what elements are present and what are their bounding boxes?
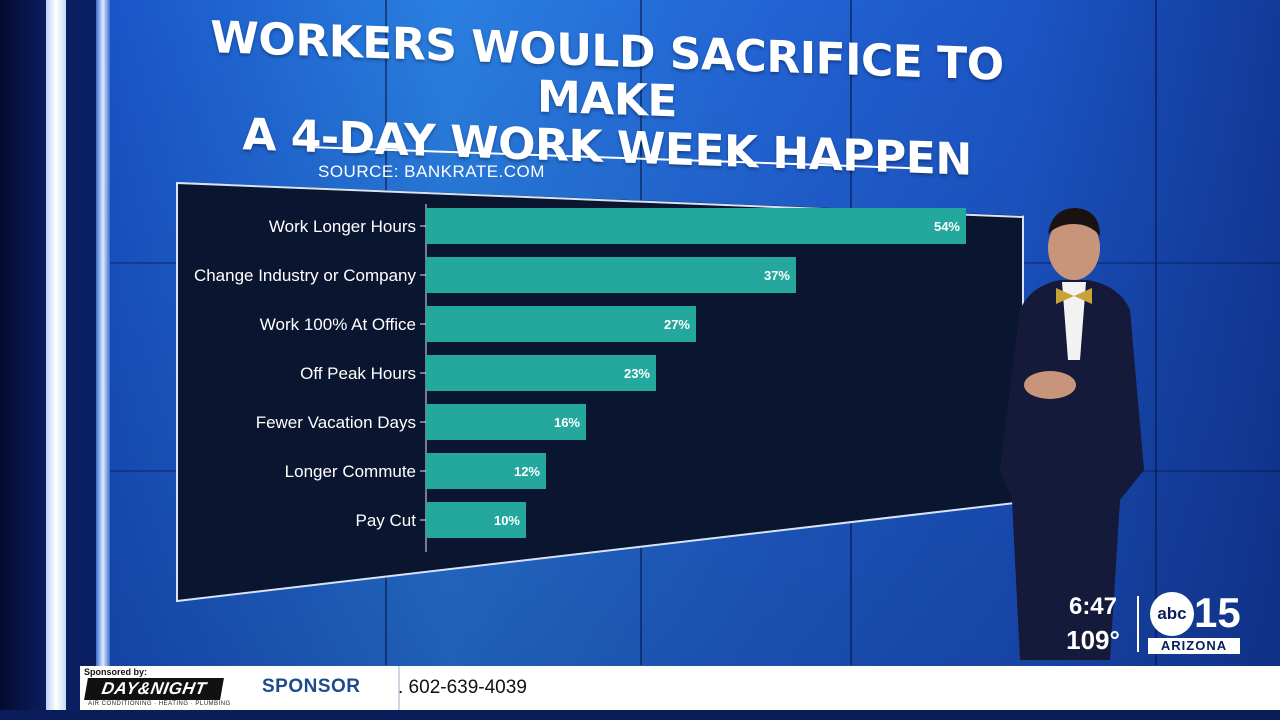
graphic-title: WORKERS WOULD SACRIFICE TO MAKE A 4-DAY … <box>182 12 1032 187</box>
value-label: 16% <box>554 415 580 430</box>
bar-chart: Work Longer Hours 54% Change Industry or C… <box>176 182 1024 602</box>
bar-1 <box>426 257 796 293</box>
sponsor-ticker: Sponsored by: DAY&NIGHT AIR CONDITIONING… <box>80 666 1280 710</box>
category-label: Work Longer Hours <box>269 217 416 236</box>
station-name: ARIZONA <box>1148 638 1240 654</box>
bar-4 <box>426 404 586 440</box>
sponsor-phone: . 602-639-4039 <box>398 677 527 698</box>
category-label: Off Peak Hours <box>300 364 416 383</box>
studio-light-bar-secondary <box>96 0 110 720</box>
sponsored-by-label: Sponsored by: <box>84 667 148 677</box>
channel-number: 15 <box>1194 589 1241 636</box>
category-label: Pay Cut <box>356 511 417 530</box>
category-label: Change Industry or Company <box>194 266 417 285</box>
bar-5 <box>426 453 546 489</box>
anchor-hair <box>1048 208 1100 236</box>
value-label: 23% <box>624 366 650 381</box>
value-label: 12% <box>514 464 540 479</box>
station-logo: abc 15 ARIZONA <box>1148 589 1242 656</box>
anchor-hands <box>1024 371 1076 399</box>
category-label: Fewer Vacation Days <box>256 413 416 432</box>
bar-3 <box>426 355 656 391</box>
chart-frame <box>176 182 1024 602</box>
clock-divider <box>1137 596 1139 652</box>
source-credit: SOURCE: BANKRATE.COM <box>318 162 545 181</box>
category-label: Work 100% At Office <box>260 315 416 334</box>
abc-logo-icon: abc <box>1150 592 1194 636</box>
value-label: 37% <box>764 268 790 283</box>
bar-0 <box>426 208 966 244</box>
temperature: 109° <box>1066 625 1120 655</box>
sponsor-label: SPONSOR <box>262 676 361 697</box>
category-label: Longer Commute <box>285 462 416 481</box>
studio-light-bar <box>46 0 66 720</box>
value-label: 10% <box>494 513 520 528</box>
news-anchor-figure <box>1000 208 1144 660</box>
bars-group: Work Longer Hours 54% Change Industry or C… <box>194 208 966 538</box>
value-label: 54% <box>934 219 960 234</box>
ticker-separator <box>398 666 400 710</box>
ticker-bottom-strip <box>0 710 1280 720</box>
video-wall-seam <box>1155 0 1157 665</box>
clock-time: 6:47 <box>1068 593 1118 620</box>
bow-tie-icon <box>1056 288 1092 304</box>
sponsor-logo: DAY&NIGHT <box>84 678 224 700</box>
bar-6 <box>426 502 526 538</box>
sponsor-tagline: AIR CONDITIONING · HEATING · PLUMBING <box>88 701 231 707</box>
bar-2 <box>426 306 696 342</box>
anchor-head <box>1048 216 1100 280</box>
value-label: 27% <box>664 317 690 332</box>
anchor-shirt <box>1062 282 1086 360</box>
